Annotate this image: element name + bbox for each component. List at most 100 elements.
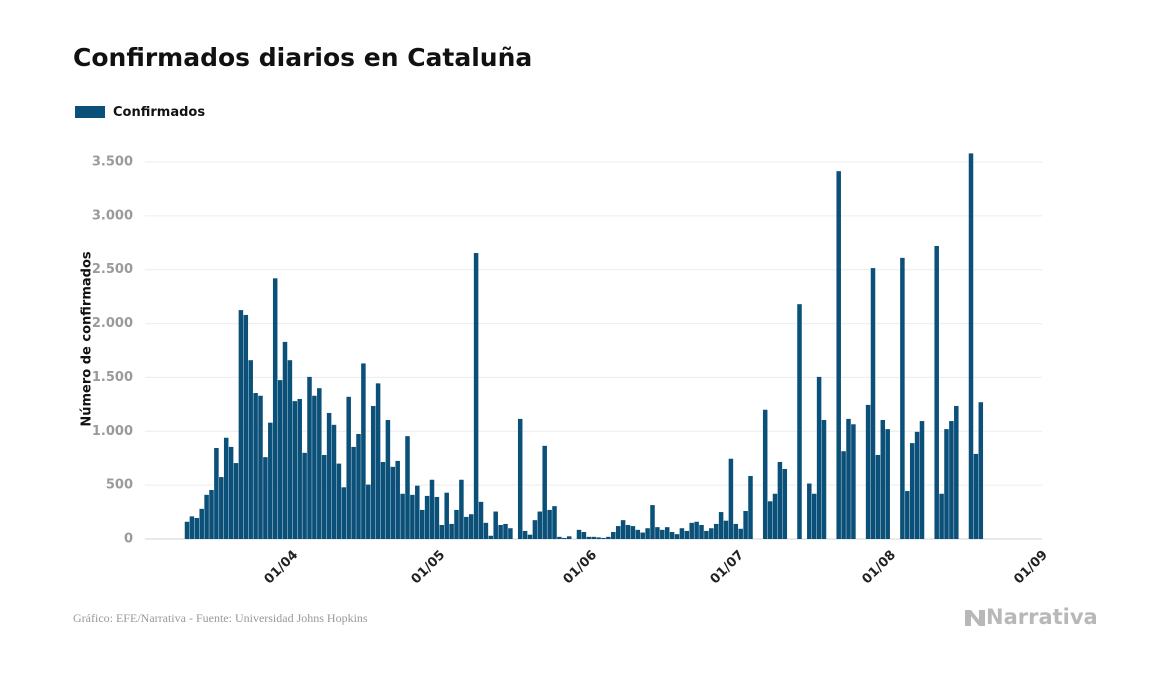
bar	[228, 446, 234, 539]
bar	[650, 505, 655, 539]
bar	[370, 405, 376, 539]
bar	[503, 523, 508, 539]
bar	[366, 484, 371, 539]
bar	[522, 530, 528, 539]
y-tick-label: 2.000	[92, 316, 133, 331]
y-tick-label: 500	[106, 478, 133, 493]
bar	[566, 536, 572, 539]
bar	[189, 516, 195, 539]
bar	[836, 171, 841, 540]
bar	[934, 246, 939, 539]
bar	[723, 520, 729, 539]
bar	[870, 268, 876, 539]
bar	[537, 511, 543, 539]
bar	[718, 512, 724, 539]
bar	[880, 419, 886, 539]
bar	[307, 376, 312, 539]
bar	[444, 492, 449, 539]
source-note: Gráfico: EFE/Narrativa - Fuente: Univers…	[73, 611, 368, 625]
bar	[552, 506, 557, 539]
bar	[459, 479, 464, 539]
bar	[184, 521, 190, 539]
bar	[331, 424, 337, 539]
bar	[277, 380, 283, 539]
bar	[199, 508, 204, 539]
bar	[660, 529, 665, 539]
bar	[615, 526, 621, 539]
bar	[326, 412, 332, 539]
bar	[478, 501, 484, 539]
bar	[562, 537, 567, 539]
bar	[209, 489, 214, 539]
bar	[233, 463, 239, 539]
bar	[488, 535, 494, 539]
bar	[263, 457, 268, 539]
bar	[385, 419, 391, 539]
bar	[797, 304, 802, 539]
bar	[645, 528, 650, 539]
bar	[782, 468, 788, 539]
bar	[468, 514, 474, 539]
bar	[674, 534, 680, 539]
bar	[914, 431, 920, 539]
bar	[454, 509, 459, 539]
bar	[253, 393, 258, 539]
bar	[875, 454, 881, 539]
bar	[640, 532, 645, 539]
bar	[900, 257, 905, 539]
bar	[738, 528, 743, 539]
bar	[954, 405, 959, 539]
bar	[846, 418, 851, 539]
bar	[576, 529, 582, 539]
bar	[336, 463, 342, 539]
bar	[346, 396, 351, 539]
bar	[464, 516, 469, 539]
bar	[713, 523, 719, 539]
bar	[493, 511, 498, 539]
x-tick-label: 01/04	[262, 548, 302, 588]
bar	[601, 537, 606, 539]
bar	[684, 530, 690, 539]
bar	[586, 536, 592, 539]
bar	[292, 401, 298, 539]
bar	[361, 363, 366, 539]
bar	[248, 360, 253, 539]
x-tick-label: 01/09	[1011, 548, 1051, 588]
bar	[611, 531, 616, 539]
legend-label: Confirmados	[113, 105, 205, 120]
bar	[483, 522, 489, 539]
bar	[885, 429, 890, 539]
y-tick-label: 3.000	[92, 208, 133, 223]
bar	[777, 461, 783, 539]
bar	[978, 402, 984, 539]
bar	[429, 479, 435, 539]
y-axis-title: Número de confirmados	[80, 251, 95, 427]
bar	[762, 409, 768, 539]
bar	[395, 460, 400, 539]
y-tick-label: 0	[124, 532, 133, 547]
bar	[317, 388, 322, 539]
bar	[204, 494, 209, 539]
bar	[811, 493, 817, 539]
bar	[968, 153, 974, 539]
bar	[272, 278, 278, 539]
bar	[635, 529, 641, 539]
bar	[909, 443, 915, 539]
bar	[772, 493, 778, 539]
bar	[508, 528, 513, 539]
bar	[596, 537, 601, 539]
bar	[733, 523, 739, 539]
bar	[449, 523, 454, 539]
bar	[620, 520, 626, 539]
bar	[258, 395, 263, 539]
bar	[410, 494, 415, 539]
bar	[390, 466, 396, 539]
bar	[473, 253, 479, 540]
bar	[214, 447, 219, 539]
legend-swatch	[75, 106, 105, 118]
brand-logo: Narrativa	[965, 605, 1098, 629]
bar	[287, 360, 293, 539]
bar	[557, 536, 562, 539]
bar	[321, 454, 327, 539]
